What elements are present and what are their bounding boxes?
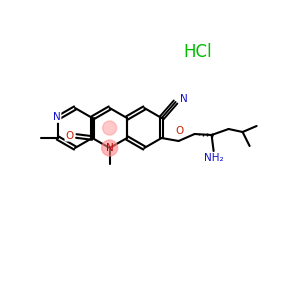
Text: HCl: HCl [184,43,212,61]
Text: N: N [106,143,113,153]
Circle shape [102,140,118,156]
Circle shape [103,121,117,135]
Text: NH₂: NH₂ [204,153,224,163]
Text: O: O [176,126,184,136]
Text: O: O [65,131,73,141]
Text: N: N [53,112,61,122]
Text: N: N [180,94,188,104]
